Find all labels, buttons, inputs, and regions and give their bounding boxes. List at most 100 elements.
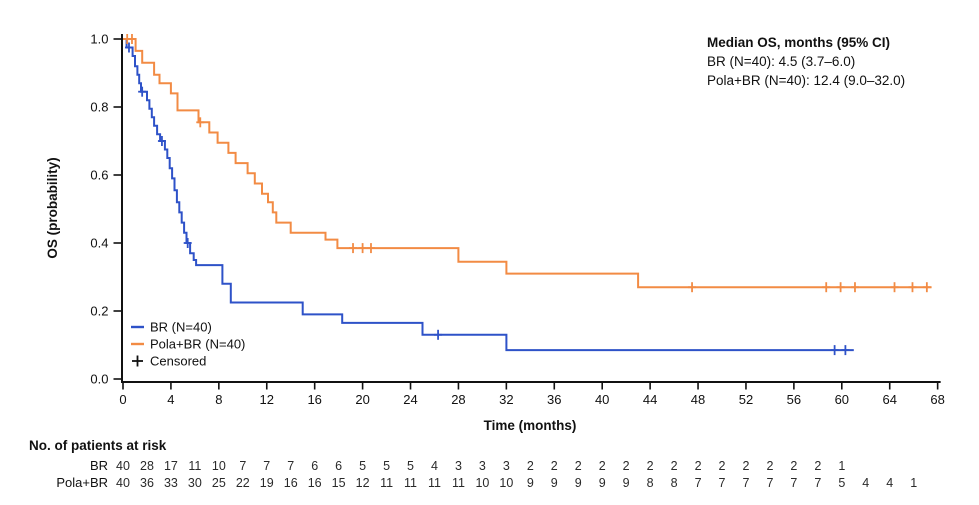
risk-count: 9 — [551, 476, 558, 490]
risk-row-label-pola: Pola+BR — [56, 475, 108, 490]
risk-count: 36 — [140, 476, 154, 490]
censor-marks-pola — [123, 34, 931, 293]
y-tick-label: 0.6 — [90, 168, 108, 183]
risk-count: 10 — [475, 476, 489, 490]
risk-count: 2 — [599, 459, 606, 473]
legend-label-pola: Pola+BR (N=40) — [150, 337, 245, 352]
x-tick-label: 20 — [355, 392, 369, 407]
x-tick-label: 32 — [499, 392, 513, 407]
legend-label-br: BR (N=40) — [150, 320, 212, 335]
y-tick-label: 0.2 — [90, 304, 108, 319]
risk-count: 2 — [790, 459, 797, 473]
risk-count: 11 — [428, 476, 441, 490]
risk-count: 4 — [862, 476, 869, 490]
x-tick-label: 60 — [835, 392, 849, 407]
risk-count: 1 — [910, 476, 917, 490]
x-tick-label: 12 — [260, 392, 274, 407]
risk-count: 16 — [308, 476, 322, 490]
risk-count: 4 — [431, 459, 438, 473]
risk-count: 22 — [236, 476, 250, 490]
median-annotation: Median OS, months (95% CI) BR (N=40): 4.… — [707, 35, 905, 88]
risk-count: 9 — [599, 476, 606, 490]
x-tick-label: 0 — [119, 392, 126, 407]
risk-count: 17 — [164, 459, 178, 473]
risk-count: 9 — [527, 476, 534, 490]
x-tick-label: 48 — [691, 392, 705, 407]
risk-count: 12 — [356, 476, 370, 490]
censor-marks-br — [124, 42, 850, 356]
risk-count: 2 — [695, 459, 702, 473]
risk-count: 2 — [719, 459, 726, 473]
median-annotation-title: Median OS, months (95% CI) — [707, 35, 890, 50]
risk-count: 9 — [623, 476, 630, 490]
risk-count: 28 — [140, 459, 154, 473]
risk-count: 40 — [116, 476, 130, 490]
risk-count: 33 — [164, 476, 178, 490]
risk-count: 7 — [766, 476, 773, 490]
legend-item-pola: Pola+BR (N=40) — [131, 337, 245, 352]
x-tick-label: 4 — [167, 392, 174, 407]
risk-count: 6 — [311, 459, 318, 473]
risk-count: 30 — [188, 476, 202, 490]
y-tick-label: 1.0 — [90, 32, 108, 47]
legend-label-censored: Censored — [150, 354, 206, 369]
risk-count: 7 — [790, 476, 797, 490]
risk-row-label-br: BR — [90, 458, 108, 473]
risk-count: 2 — [551, 459, 558, 473]
median-annotation-pola: Pola+BR (N=40): 12.4 (9.0–32.0) — [707, 73, 905, 88]
x-tick-label: 8 — [215, 392, 222, 407]
x-tick-label: 56 — [787, 392, 801, 407]
risk-count: 2 — [623, 459, 630, 473]
x-axis-title: Time (months) — [484, 418, 577, 433]
risk-count: 8 — [671, 476, 678, 490]
risk-count: 1 — [838, 459, 845, 473]
risk-count: 7 — [719, 476, 726, 490]
risk-count: 10 — [212, 459, 226, 473]
risk-count: 25 — [212, 476, 226, 490]
risk-count: 11 — [380, 476, 393, 490]
risk-count: 6 — [335, 459, 342, 473]
risk-count: 15 — [332, 476, 346, 490]
x-tick-label: 40 — [595, 392, 609, 407]
risk-count: 4 — [886, 476, 893, 490]
risk-table-title: No. of patients at risk — [29, 438, 167, 453]
risk-count: 11 — [188, 459, 201, 473]
risk-count: 5 — [383, 459, 390, 473]
risk-count: 2 — [742, 459, 749, 473]
x-tick-label: 52 — [739, 392, 753, 407]
x-tick-label: 28 — [451, 392, 465, 407]
risk-count: 16 — [284, 476, 298, 490]
axes-layer: 0 4 8 12 16 20 24 28 32 36 40 44 48 52 56 60 64 680.00.20… — [90, 32, 944, 408]
risk-count: 2 — [647, 459, 654, 473]
risk-count: 7 — [239, 459, 246, 473]
risk-count: 2 — [814, 459, 821, 473]
legend-item-censored: Censored — [132, 354, 206, 369]
risk-count: 7 — [695, 476, 702, 490]
risk-count: 19 — [260, 476, 274, 490]
risk-count: 3 — [503, 459, 510, 473]
risk-count: 11 — [404, 476, 417, 490]
y-axis-title: OS (probability) — [45, 157, 60, 258]
risk-count: 5 — [407, 459, 414, 473]
y-tick-label: 0.8 — [90, 100, 108, 115]
risk-count: 5 — [838, 476, 845, 490]
risk-count: 10 — [499, 476, 513, 490]
x-tick-label: 68 — [930, 392, 944, 407]
y-tick-label: 0.4 — [90, 236, 108, 251]
curves-layer — [123, 34, 932, 356]
risk-count: 7 — [742, 476, 749, 490]
risk-numbers-layer: 40 28 17 11 10 7 7 7 6 6 5 5 5 4 3 3 3 2 2 2 2 2 2 2 2 2 2 2 2 2 140 36… — [116, 459, 917, 490]
x-tick-label: 16 — [307, 392, 321, 407]
risk-count: 2 — [527, 459, 534, 473]
risk-count: 7 — [814, 476, 821, 490]
risk-count: 8 — [647, 476, 654, 490]
risk-count: 7 — [263, 459, 270, 473]
y-tick-label: 0.0 — [90, 372, 108, 387]
x-tick-label: 36 — [547, 392, 561, 407]
risk-count: 11 — [452, 476, 465, 490]
x-tick-label: 64 — [882, 392, 896, 407]
risk-count: 3 — [455, 459, 462, 473]
risk-count: 7 — [287, 459, 294, 473]
risk-count: 2 — [766, 459, 773, 473]
